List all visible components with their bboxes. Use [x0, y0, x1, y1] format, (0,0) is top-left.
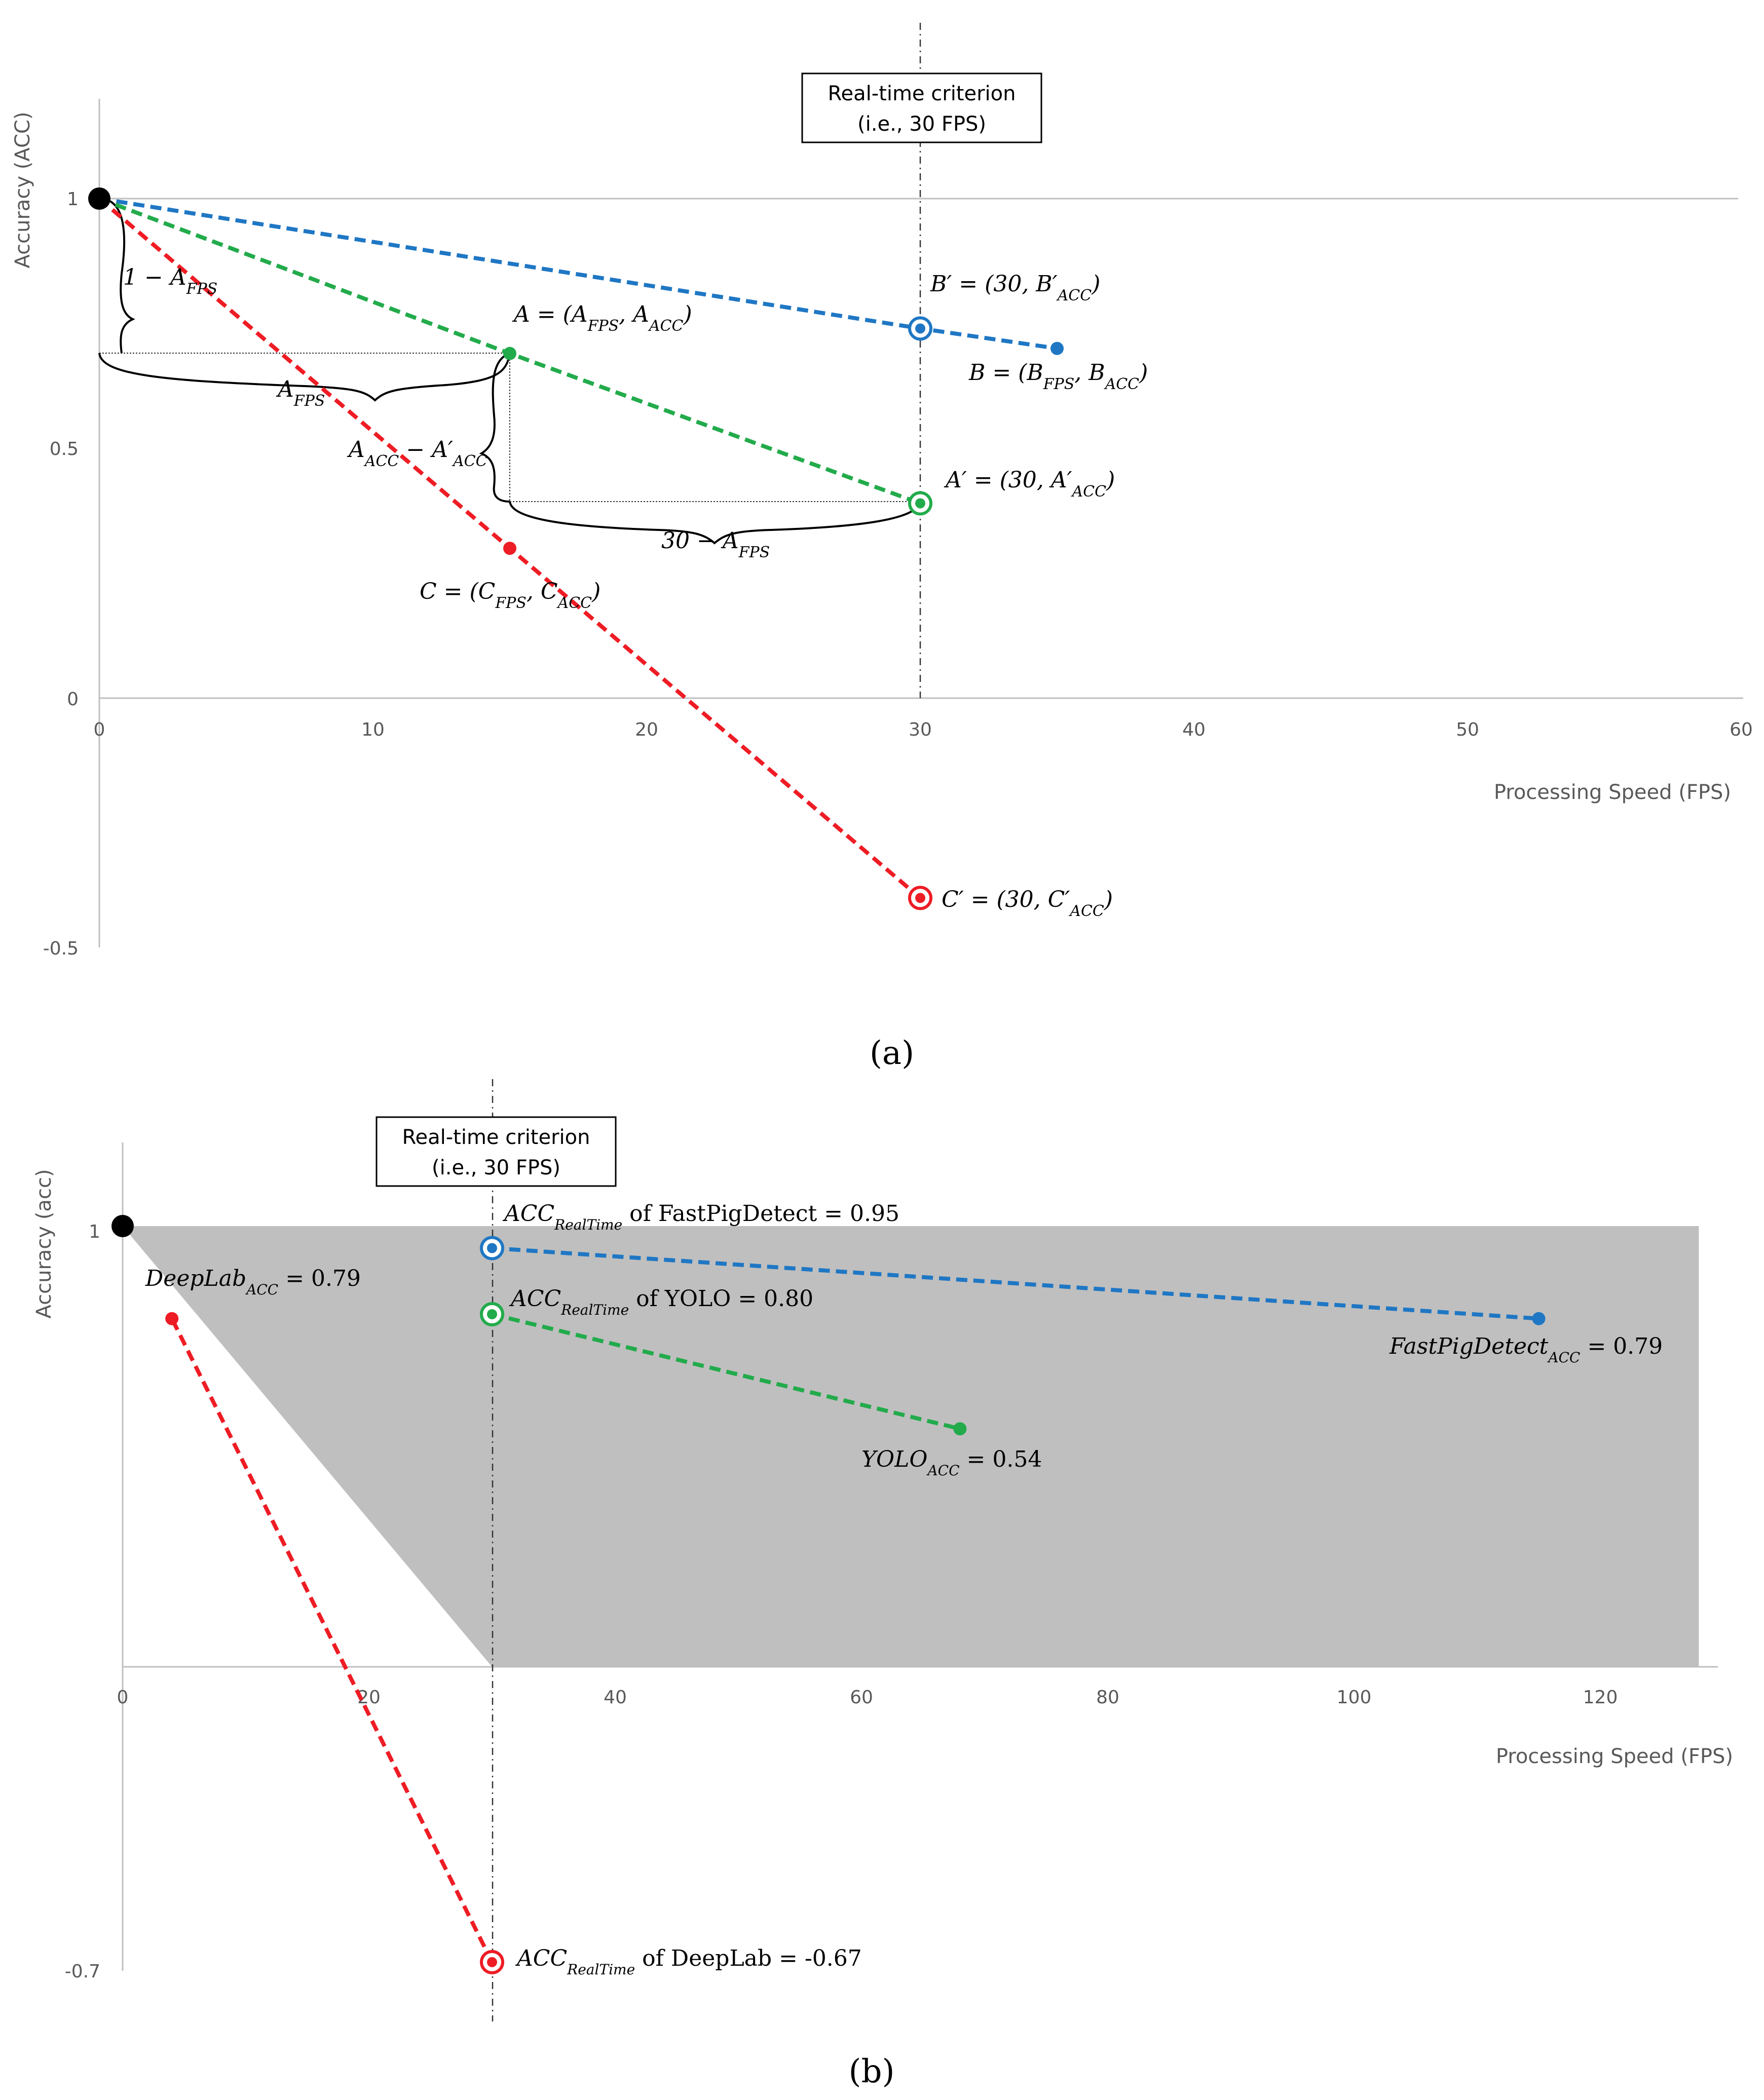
panel-b-label-yolo-realtime: ACCRealTime of YOLO = 0.80 [509, 1286, 813, 1318]
panel-a-xtick-20: 20 [635, 719, 658, 740]
panel-b-measured-point-deeplab [165, 1312, 179, 1325]
panel-b-origin-point [111, 1215, 134, 1237]
panel-b-criterion-label-2: (i.e., 30 FPS) [432, 1156, 560, 1179]
panel-b-xtick-80: 80 [1096, 1687, 1119, 1708]
panel-b-series-line-fastpigdetect [492, 1246, 1539, 1321]
panel-b-xtick-60: 60 [850, 1687, 873, 1708]
panel-a-y-axis-title: Accuracy (ACC) [11, 111, 34, 268]
panel-b-xtick-0: 0 [117, 1687, 129, 1708]
panel-b-label-fpd-acc: FastPigDetectACC = 0.79 [1389, 1333, 1663, 1366]
panel-b-criterion-box: Real-time criterion (i.e., 30 FPS) [376, 1116, 617, 1187]
panel-b-realtime-point-deeplab [487, 1957, 497, 1967]
panel-a-realtime-point-blue [915, 323, 925, 334]
panel-a-xtick-0: 0 [94, 719, 105, 740]
panel-b-measured-point-fastpigdetect [1532, 1312, 1546, 1325]
panel-b-criterion-label-1: Real-time criterion [402, 1126, 590, 1149]
panel-b-realtime-region [123, 1226, 1699, 1667]
panel-a-measured-point-red [503, 542, 516, 555]
panel-b-label-deeplab-realtime: ACCRealTime of DeepLab = -0.67 [515, 1945, 862, 1978]
panel-a-ytick-0: 0 [67, 689, 79, 710]
panel-a-xtick-50: 50 [1456, 719, 1479, 740]
panel-a-criterion-label-2: (i.e., 30 FPS) [857, 112, 986, 136]
panel-a-caption: (a) [870, 1035, 914, 1072]
panel-b-xtick-40: 40 [604, 1687, 627, 1708]
panel-a-origin-point [88, 187, 110, 210]
panel-a-measured-point-green [503, 347, 516, 360]
panel-a-ann-1minus: 1 − AFPS [123, 264, 217, 298]
panel-a-ann-cprime: C′ = (30, C′ACC) [942, 887, 1113, 920]
panel-a-brace-accdiff [479, 352, 510, 503]
panel-a-xtick-30: 30 [909, 719, 932, 740]
panel-a-ann-afps: AFPS [276, 376, 325, 410]
panel-a-brace-afps [98, 353, 511, 402]
panel-a-series-group [88, 187, 1064, 910]
panel-a-measured-point-blue [1050, 341, 1064, 355]
panel-b-y-axis-title: Accuracy (acc) [32, 1169, 56, 1318]
panel-b-label-yolo-acc: YOLOACC = 0.54 [861, 1446, 1042, 1479]
panel-a-ann-bpoint: B = (BFPS, BACC) [968, 360, 1148, 393]
panel-a-xtick-40: 40 [1182, 719, 1206, 740]
panel-a-xtick-60: 60 [1730, 719, 1753, 740]
panel-a-ann-aprime: A′ = (30, A′ACC) [944, 467, 1115, 501]
panel-a-ann-bprime: B′ = (30, B′ACC) [930, 271, 1100, 304]
panel-b-realtime-point-fastpigdetect [487, 1243, 497, 1253]
panel-b-label-deeplab-acc: DeepLabACC = 0.79 [145, 1266, 361, 1298]
panel-b-xtick-100: 100 [1337, 1687, 1372, 1708]
panel-b-x-axis-title: Processing Speed (FPS) [1496, 1745, 1733, 1768]
panel-a-xtick-10: 10 [361, 719, 385, 740]
panel-a-ytick-1: 1 [67, 189, 79, 210]
panel-b-chart: Real-time criterion (i.e., 30 FPS) 1 -0.… [32, 1079, 1733, 2090]
panel-a-ytick-neg0.5: -0.5 [43, 938, 79, 959]
panel-b-series-group [111, 1215, 1546, 1974]
panel-b-caption: (b) [849, 2053, 895, 2090]
panel-a-ann-apoint: A = (AFPS, AACC) [512, 301, 692, 335]
panel-b-xtick-120: 120 [1583, 1687, 1618, 1708]
panel-a-criterion-box: Real-time criterion (i.e., 30 FPS) [801, 72, 1042, 143]
panel-a-chart: Real-time criterion (i.e., 30 FPS) 1 0.5… [11, 23, 1753, 1072]
panel-a-ytick-0.5: 0.5 [50, 439, 79, 460]
panel-a-criterion-label-1: Real-time criterion [828, 82, 1016, 105]
panel-a-x-axis-title: Processing Speed (FPS) [1494, 781, 1731, 804]
panel-b-series-line-yolo [492, 1312, 961, 1431]
panel-b-label-fpd-realtime: ACCRealTime of FastPigDetect = 0.95 [502, 1201, 899, 1233]
panel-a-ann-30minus: 30 − AFPS [661, 528, 770, 561]
panel-a-brace-30minus [509, 501, 921, 545]
panel-b-ytick-1: 1 [89, 1221, 100, 1242]
panel-b-measured-point-yolo [953, 1422, 967, 1436]
panel-a-ann-cpoint: C = (CFPS, CACC) [420, 579, 600, 612]
panel-a-ann-accdiff: AACC − A′ACC [347, 437, 487, 470]
panel-b-ytick-neg0.7: -0.7 [65, 1961, 100, 1982]
panel-b-realtime-point-yolo [487, 1309, 497, 1319]
panel-a-realtime-point-red [915, 893, 925, 903]
panel-a-realtime-point-green [915, 498, 925, 509]
